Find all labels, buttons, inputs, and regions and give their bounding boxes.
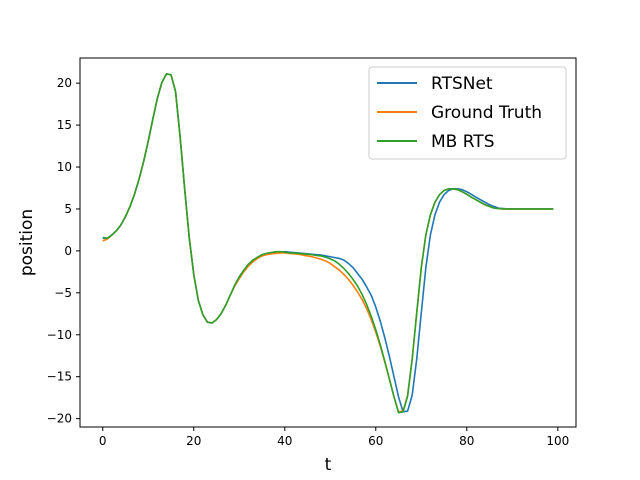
x-tick-label: 60 <box>368 434 383 448</box>
plot-frame <box>79 57 577 428</box>
y-tick-label: −15 <box>47 370 72 384</box>
legend-entry-rtsnet: RTSNet <box>377 74 493 94</box>
legend-label-mb-rts: MB RTS <box>431 132 494 152</box>
x-tick-label: 100 <box>546 434 569 448</box>
x-axis-label: t <box>325 455 332 475</box>
legend-label-ground-truth: Ground Truth <box>431 103 542 123</box>
y-tick-label: 0 <box>64 244 72 258</box>
x-axis: 0 20 40 60 80 100 <box>99 427 569 448</box>
legend-entry-ground-truth: Ground Truth <box>377 103 542 123</box>
x-tick-label: 80 <box>459 434 474 448</box>
y-tick-label: −20 <box>47 412 72 426</box>
x-tick-label: 20 <box>186 434 201 448</box>
legend: RTSNet Ground Truth MB RTS <box>368 66 567 160</box>
legend-label-rtsnet: RTSNet <box>431 74 493 94</box>
x-tick-label: 40 <box>277 434 292 448</box>
series-line-mb-rts <box>102 73 554 414</box>
series-layer <box>102 73 554 414</box>
x-tick-label: 0 <box>99 434 107 448</box>
y-tick-label: 10 <box>57 160 72 174</box>
y-tick-label: 5 <box>64 202 72 216</box>
y-axis-label: position <box>17 209 37 276</box>
y-axis: 20 15 10 5 0 −5 −10 −15 −20 <box>47 76 80 426</box>
y-tick-label: −5 <box>54 286 72 300</box>
legend-entry-mb-rts: MB RTS <box>377 132 494 152</box>
legend-box <box>368 66 567 160</box>
y-tick-label: 15 <box>57 118 72 132</box>
y-tick-label: −10 <box>47 328 72 342</box>
y-tick-label: 20 <box>57 76 72 90</box>
